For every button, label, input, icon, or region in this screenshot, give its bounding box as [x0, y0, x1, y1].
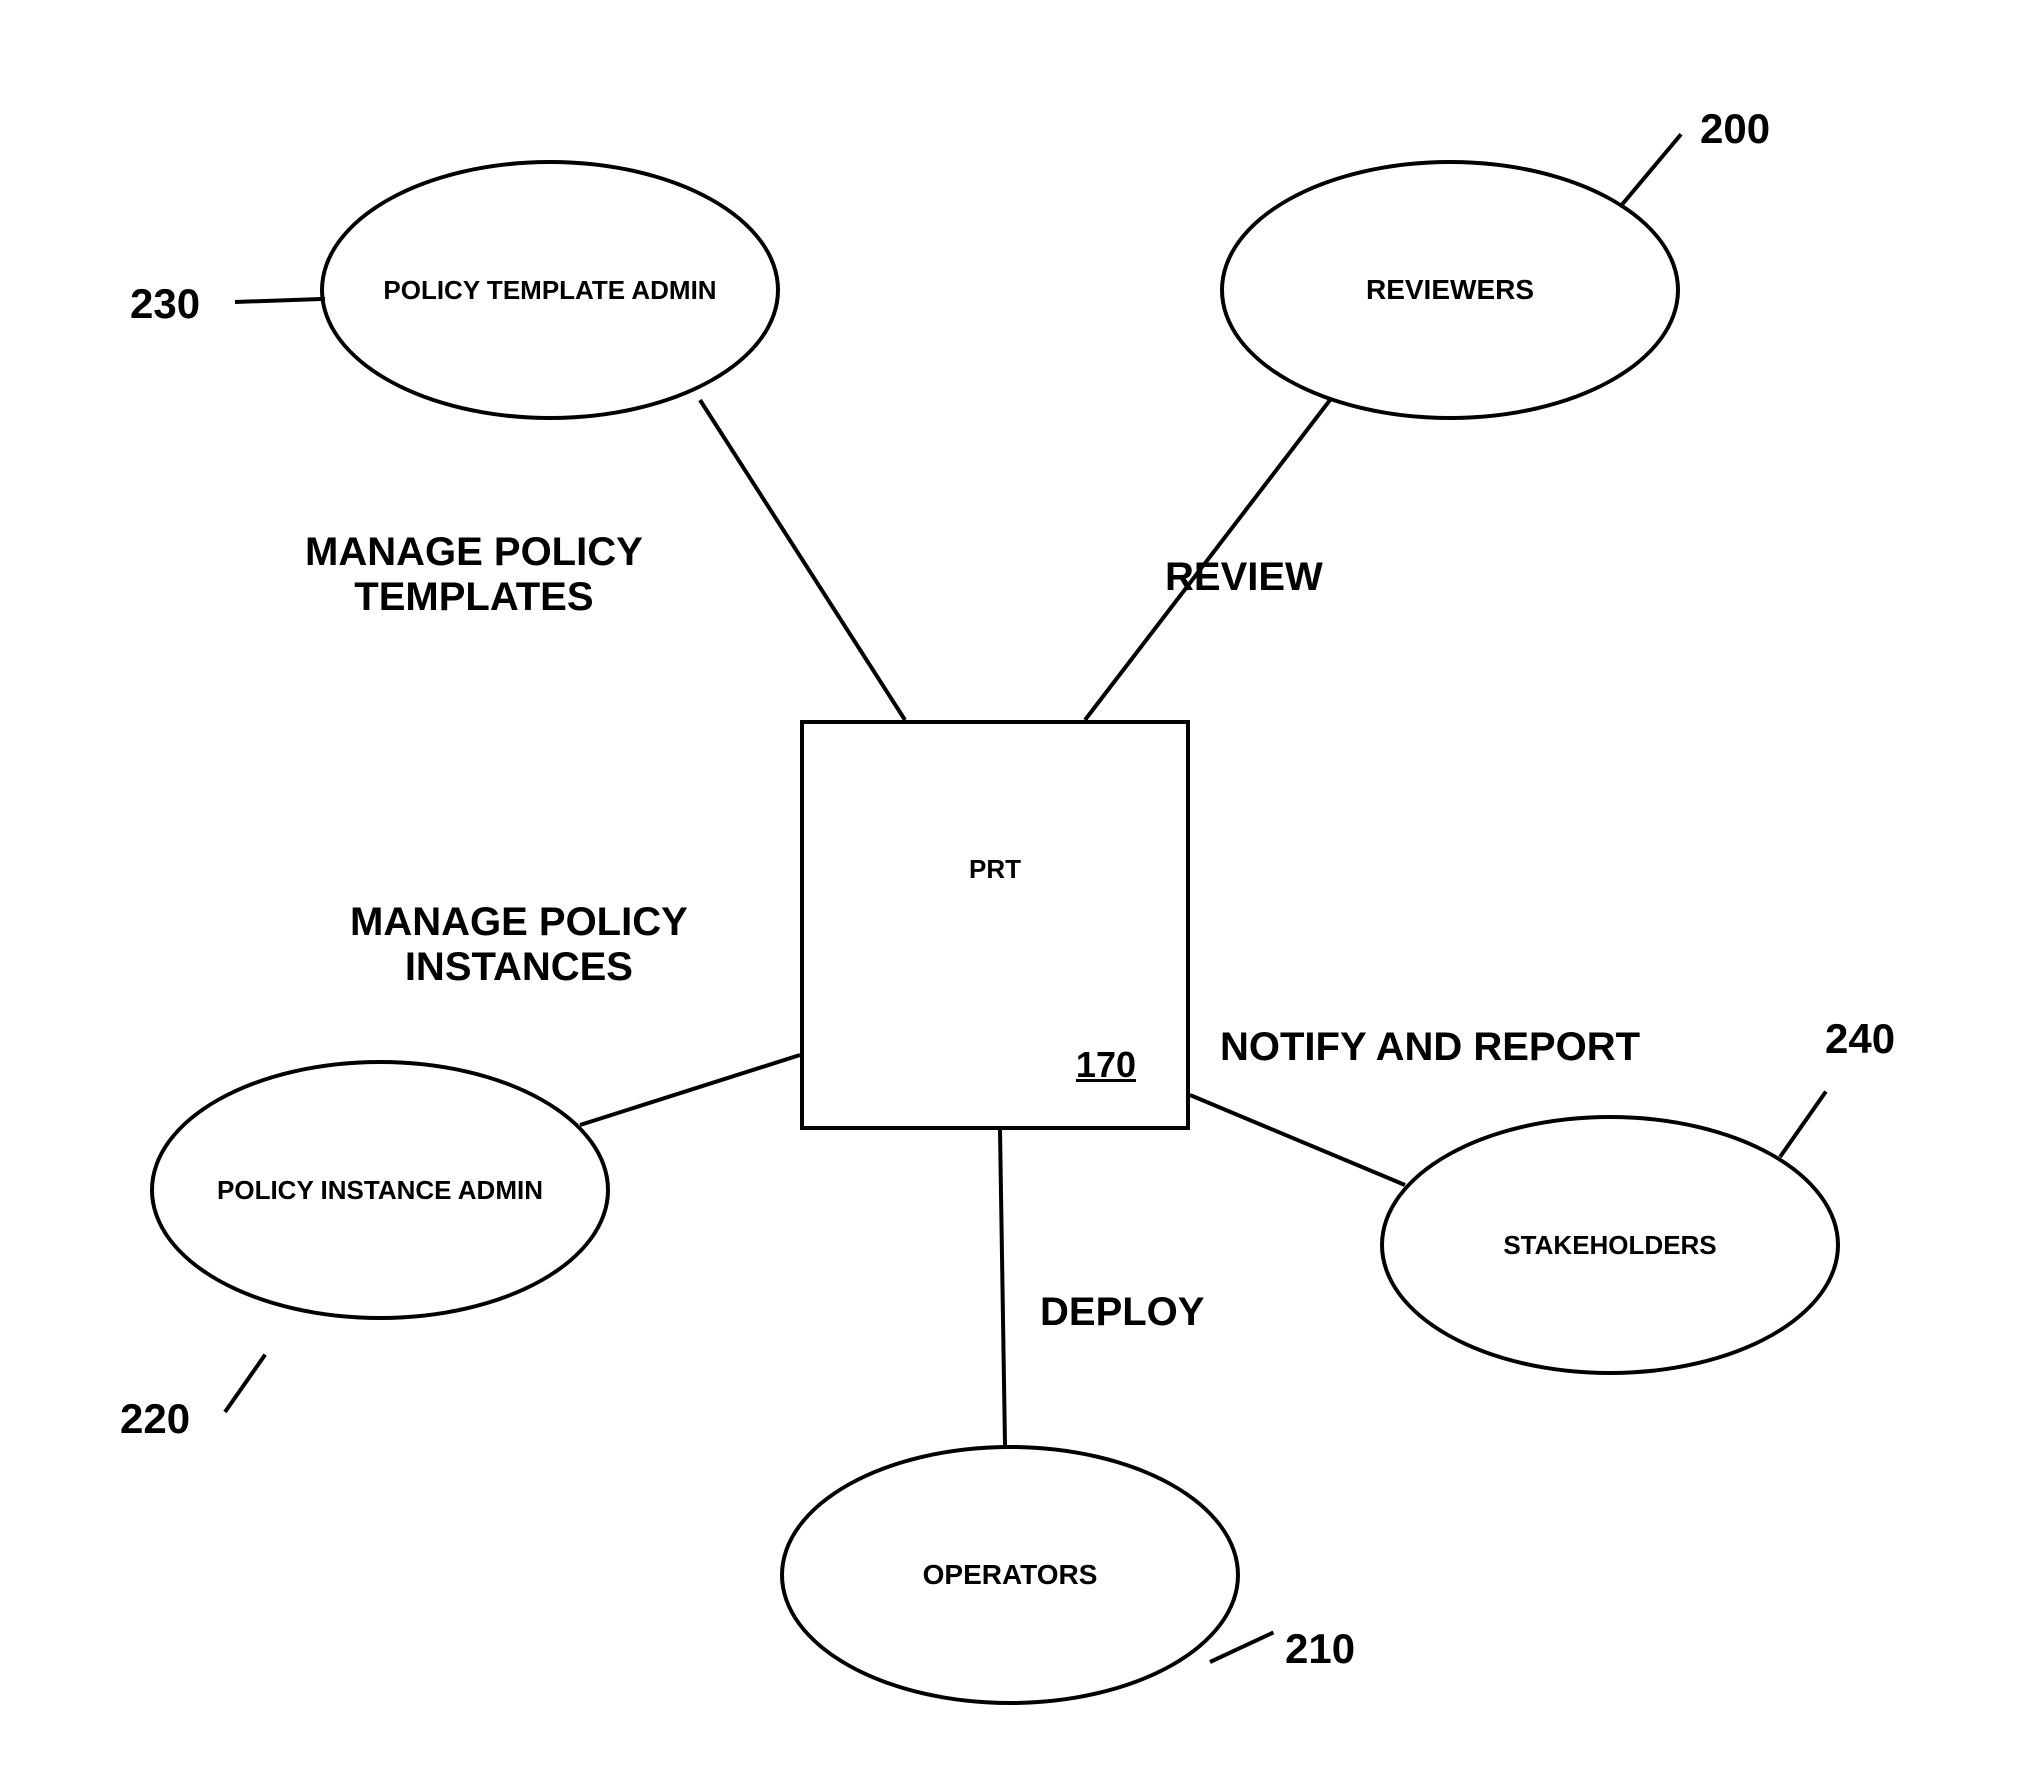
center-label: PRT: [804, 854, 1186, 885]
center-ref-number: 170: [1076, 1044, 1136, 1086]
node-label: REVIEWERS: [1366, 274, 1534, 306]
edge-line: [580, 1055, 800, 1125]
ref-tick: [1618, 133, 1682, 208]
edge-line: [1000, 1130, 1005, 1445]
ref-number: 220: [120, 1395, 190, 1443]
edge-label-deploy: DEPLOY: [1040, 1290, 1204, 1335]
edge-label-notify-report: NOTIFY AND REPORT: [1220, 1025, 1640, 1070]
ref-tick: [1778, 1090, 1827, 1158]
edge-label-manage-templates: MANAGE POLICYTEMPLATES: [305, 530, 643, 620]
ref-tick: [235, 297, 325, 304]
ref-number: 200: [1700, 105, 1770, 153]
ref-number: 240: [1825, 1015, 1895, 1063]
node-label: STAKEHOLDERS: [1503, 1230, 1716, 1261]
node-label: POLICY INSTANCE ADMIN: [217, 1175, 543, 1206]
ref-number: 210: [1285, 1625, 1355, 1673]
node-policy-template-admin: POLICY TEMPLATE ADMIN: [320, 160, 780, 420]
node-reviewers: REVIEWERS: [1220, 160, 1680, 420]
node-policy-instance-admin: POLICY INSTANCE ADMIN: [150, 1060, 610, 1320]
node-operators: OPERATORS: [780, 1445, 1240, 1705]
ref-number: 230: [130, 280, 200, 328]
center-node-prt: PRT 170: [800, 720, 1190, 1130]
edge-label-manage-instances: MANAGE POLICYINSTANCES: [350, 900, 688, 990]
ref-tick: [1209, 1631, 1274, 1664]
node-label: OPERATORS: [923, 1559, 1098, 1591]
edge-line: [1190, 1095, 1405, 1185]
ref-tick: [223, 1354, 266, 1414]
node-label: POLICY TEMPLATE ADMIN: [383, 275, 716, 306]
edge-label-review: REVIEW: [1165, 555, 1323, 600]
node-stakeholders: STAKEHOLDERS: [1380, 1115, 1840, 1375]
edge-line: [700, 400, 905, 720]
